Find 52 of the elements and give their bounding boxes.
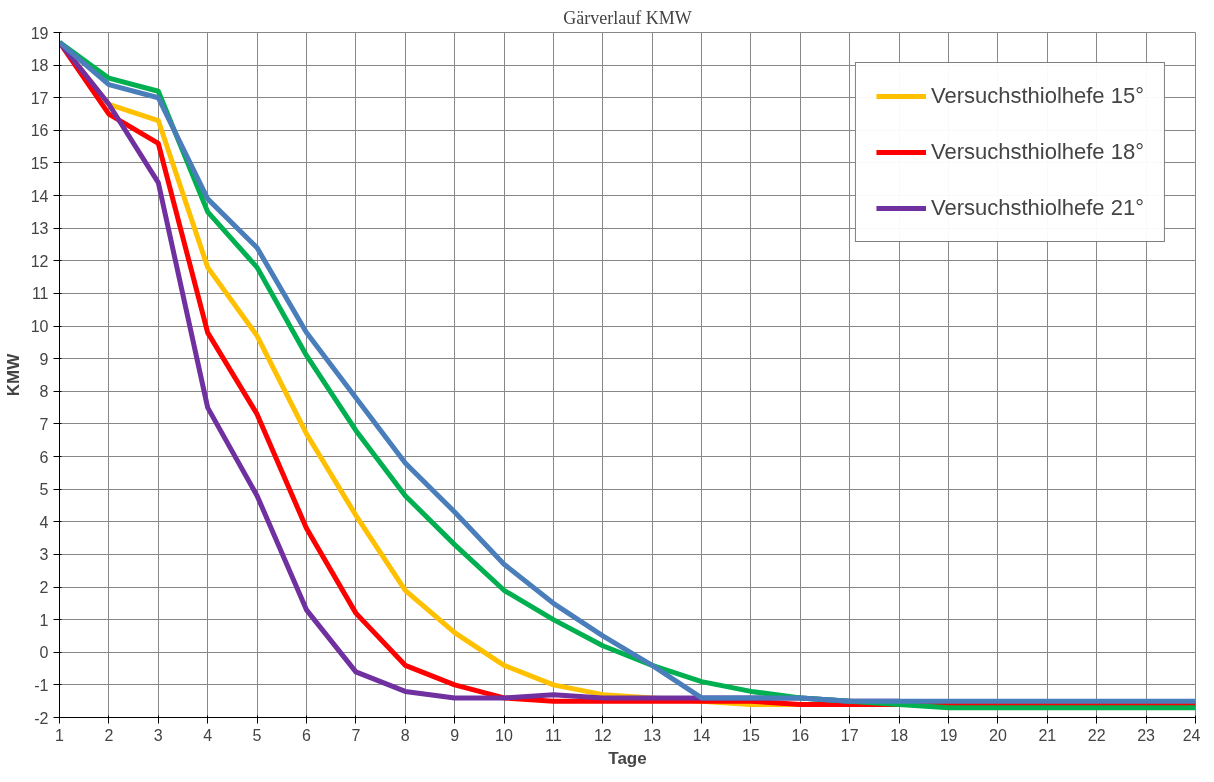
x-tick-label: 9 xyxy=(450,726,460,744)
y-tick-label: 1 xyxy=(39,611,49,629)
y-tick-label: 3 xyxy=(39,546,49,564)
y-tick-label: 6 xyxy=(39,448,49,466)
legend-label: Versuchsthiolhefe 18° xyxy=(930,139,1144,165)
y-tick-label: -2 xyxy=(34,709,49,727)
x-tick-label: 23 xyxy=(1137,726,1156,744)
x-tick-label: 22 xyxy=(1087,726,1106,744)
chart-title: Gärverlauf KMW xyxy=(563,7,692,28)
y-tick-label: 10 xyxy=(30,318,49,336)
y-tick-label: 15 xyxy=(30,154,49,172)
x-tick-label: 21 xyxy=(1038,726,1057,744)
x-tick-label: 13 xyxy=(643,726,662,744)
x-tick-label: 17 xyxy=(840,726,859,744)
y-tick-label: 0 xyxy=(39,644,49,662)
x-tick-label: 4 xyxy=(203,726,213,744)
y-tick-label: 13 xyxy=(30,220,49,238)
y-tick-label: 8 xyxy=(39,383,49,401)
y-tick-label: 11 xyxy=(31,285,49,303)
y-tick-label: 17 xyxy=(30,89,49,107)
y-tick-label: 12 xyxy=(30,252,49,270)
x-tick-label: 3 xyxy=(153,726,163,744)
x-tick-label: 14 xyxy=(692,726,711,744)
x-tick-label: 15 xyxy=(742,726,760,744)
x-tick-label: 5 xyxy=(252,726,262,744)
x-axis-title: Tage xyxy=(608,748,647,768)
y-tick-label: 2 xyxy=(39,579,49,597)
x-tick-label: 20 xyxy=(989,726,1007,744)
y-tick-label: 19 xyxy=(30,24,49,42)
x-tick-label: 6 xyxy=(302,726,312,744)
y-tick-label: 7 xyxy=(39,415,49,433)
y-tick-label: 16 xyxy=(30,122,49,140)
y-tick-label: 14 xyxy=(30,187,49,205)
x-tick-label: 8 xyxy=(400,726,410,744)
x-tick-label: 10 xyxy=(495,726,514,744)
x-tick-label: 11 xyxy=(545,726,562,744)
legend-label: Versuchsthiolhefe 15° xyxy=(930,83,1144,109)
y-tick-label: 5 xyxy=(39,481,49,499)
legend-label: Versuchsthiolhefe 21° xyxy=(930,195,1144,221)
y-tick-label: -1 xyxy=(34,676,49,694)
y-tick-label: 4 xyxy=(39,513,49,531)
x-tick-label: 1 xyxy=(55,726,65,744)
x-tick-label: 24 xyxy=(1182,726,1201,744)
x-tick-label: 7 xyxy=(351,726,361,744)
x-tick-label: 2 xyxy=(104,726,114,744)
x-tick-label: 12 xyxy=(593,726,612,744)
x-tick-label: 19 xyxy=(939,726,958,744)
y-tick-label: 9 xyxy=(39,350,49,368)
x-tick-label: 18 xyxy=(890,726,909,744)
y-tick-label: 18 xyxy=(30,57,49,75)
x-tick-label: 16 xyxy=(791,726,810,744)
y-axis-title: KMW xyxy=(3,352,23,397)
